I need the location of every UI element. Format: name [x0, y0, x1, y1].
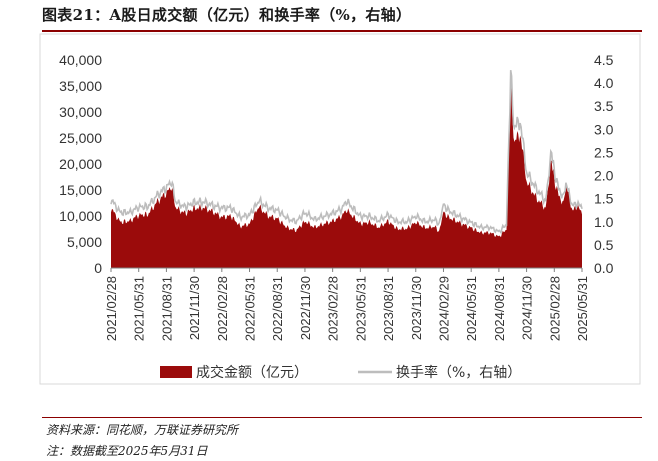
chart-area: 0 5,000 10,000 15,000 20,000 25,000 30,000 35,0… — [0, 32, 658, 391]
right-axis-tick-label: 2.5 — [594, 144, 614, 160]
left-axis-tick-label: 35,000 — [59, 78, 102, 94]
turnover-rate-line — [110, 69, 583, 235]
left-axis-tick-label: 15,000 — [59, 182, 102, 198]
right-axis-tick-label: 3.5 — [594, 98, 614, 114]
x-axis-tick-label: 2024/11/30 — [520, 276, 535, 340]
chart-frame — [39, 33, 641, 385]
legend-swatch-turnover-amount — [160, 366, 192, 378]
right-axis-tick-label: 1.5 — [594, 191, 614, 207]
x-axis-tick-label: 2021/05/31 — [132, 276, 147, 341]
x-axis-tick-label: 2022/08/31 — [270, 276, 285, 341]
figure-title: 图表21：A股日成交额（亿元）和换手率（%，右轴） — [42, 6, 412, 24]
right-axis-tick-label: 0.0 — [594, 260, 614, 276]
legend-label-turnover-rate: 换手率（%，右轴） — [396, 364, 521, 381]
legend-label-turnover-amount: 成交金额（亿元） — [196, 364, 308, 381]
x-axis-tick-label: 2023/08/31 — [381, 276, 396, 341]
x-axis-tick-label: 2024/05/31 — [464, 276, 479, 341]
x-axis-tick-label: 2021/11/30 — [187, 276, 202, 340]
x-axis-tick-label: 2022/11/30 — [298, 276, 313, 340]
x-axis-tick-label: 2025/02/28 — [547, 276, 562, 341]
right-axis-tick-label: 0.5 — [594, 237, 614, 253]
left-axis-tick-label: 5,000 — [67, 234, 102, 250]
turnover-amount-area — [111, 83, 582, 268]
chart-svg: 0 5,000 10,000 15,000 20,000 25,000 30,000 35,0… — [39, 33, 641, 385]
x-axis-tick-label: 2022/02/28 — [215, 276, 230, 341]
x-axis-tick-label: 2024/02/29 — [437, 276, 452, 341]
left-axis-tick-label: 0 — [94, 260, 102, 276]
right-axis-tick-label: 4.5 — [594, 52, 614, 68]
source-note: 资料来源：同花顺，万联证券研究所 — [46, 423, 239, 437]
right-axis-tick-label: 3.0 — [594, 121, 614, 137]
left-axis-tick-label: 30,000 — [59, 104, 102, 120]
data-cutoff-note: 注：数据截至2025年5月31日 — [46, 444, 208, 458]
x-axis-tick-label: 2023/05/31 — [353, 276, 368, 341]
left-axis-tick-label: 20,000 — [59, 156, 102, 172]
right-axis-tick-label: 4.0 — [594, 75, 614, 91]
x-axis-tick-label: 2023/11/30 — [409, 276, 424, 340]
left-axis-tick-label: 25,000 — [59, 130, 102, 146]
right-axis-tick-label: 1.0 — [594, 214, 614, 230]
x-axis-tick-label: 2021/08/31 — [159, 276, 174, 341]
x-axis-tick-label: 2024/08/31 — [492, 276, 507, 341]
x-axis-tick-label: 2023/02/28 — [326, 276, 341, 341]
source-divider — [42, 417, 642, 418]
x-axis-tick-label: 2021/02/28 — [104, 276, 119, 341]
x-axis-tick-label: 2022/05/31 — [243, 276, 258, 341]
x-axis-tick-label: 2025/05/31 — [575, 276, 590, 341]
left-axis-tick-label: 10,000 — [59, 208, 102, 224]
right-axis-tick-label: 2.0 — [594, 168, 614, 184]
title-underline — [42, 30, 642, 32]
left-axis-tick-label: 40,000 — [59, 52, 102, 68]
